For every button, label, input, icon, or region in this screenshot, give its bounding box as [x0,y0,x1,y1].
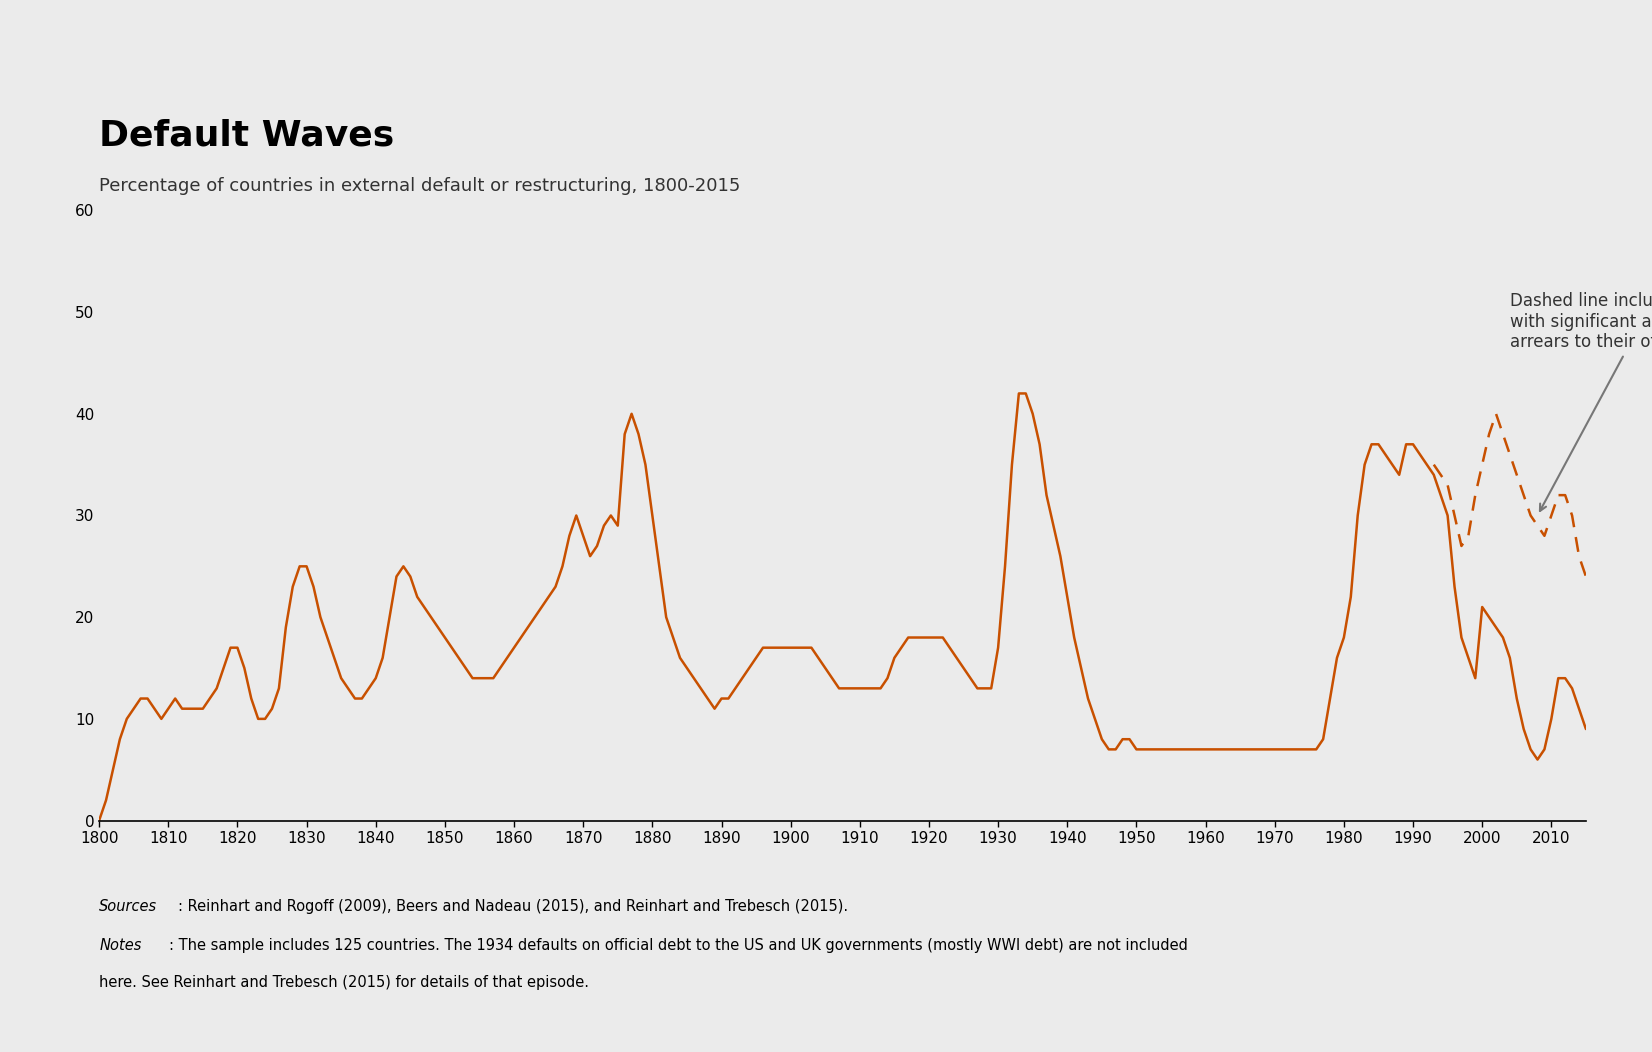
Text: here. See Reinhart and Trebesch (2015) for details of that episode.: here. See Reinhart and Trebesch (2015) f… [99,975,590,990]
Text: Notes: Notes [99,938,142,953]
Text: Percentage of countries in external default or restructuring, 1800-2015: Percentage of countries in external defa… [99,177,740,195]
Text: Sources: Sources [99,899,157,914]
Text: : The sample includes 125 countries. The 1934 defaults on official debt to the U: : The sample includes 125 countries. The… [169,938,1188,953]
Text: Default Waves: Default Waves [99,119,395,153]
Text: : Reinhart and Rogoff (2009), Beers and Nadeau (2015), and Reinhart and Trebesch: : Reinhart and Rogoff (2009), Beers and … [178,899,849,914]
Text: Dashed line includes countries
with significant and chronic
arrears to their off: Dashed line includes countries with sign… [1510,291,1652,511]
